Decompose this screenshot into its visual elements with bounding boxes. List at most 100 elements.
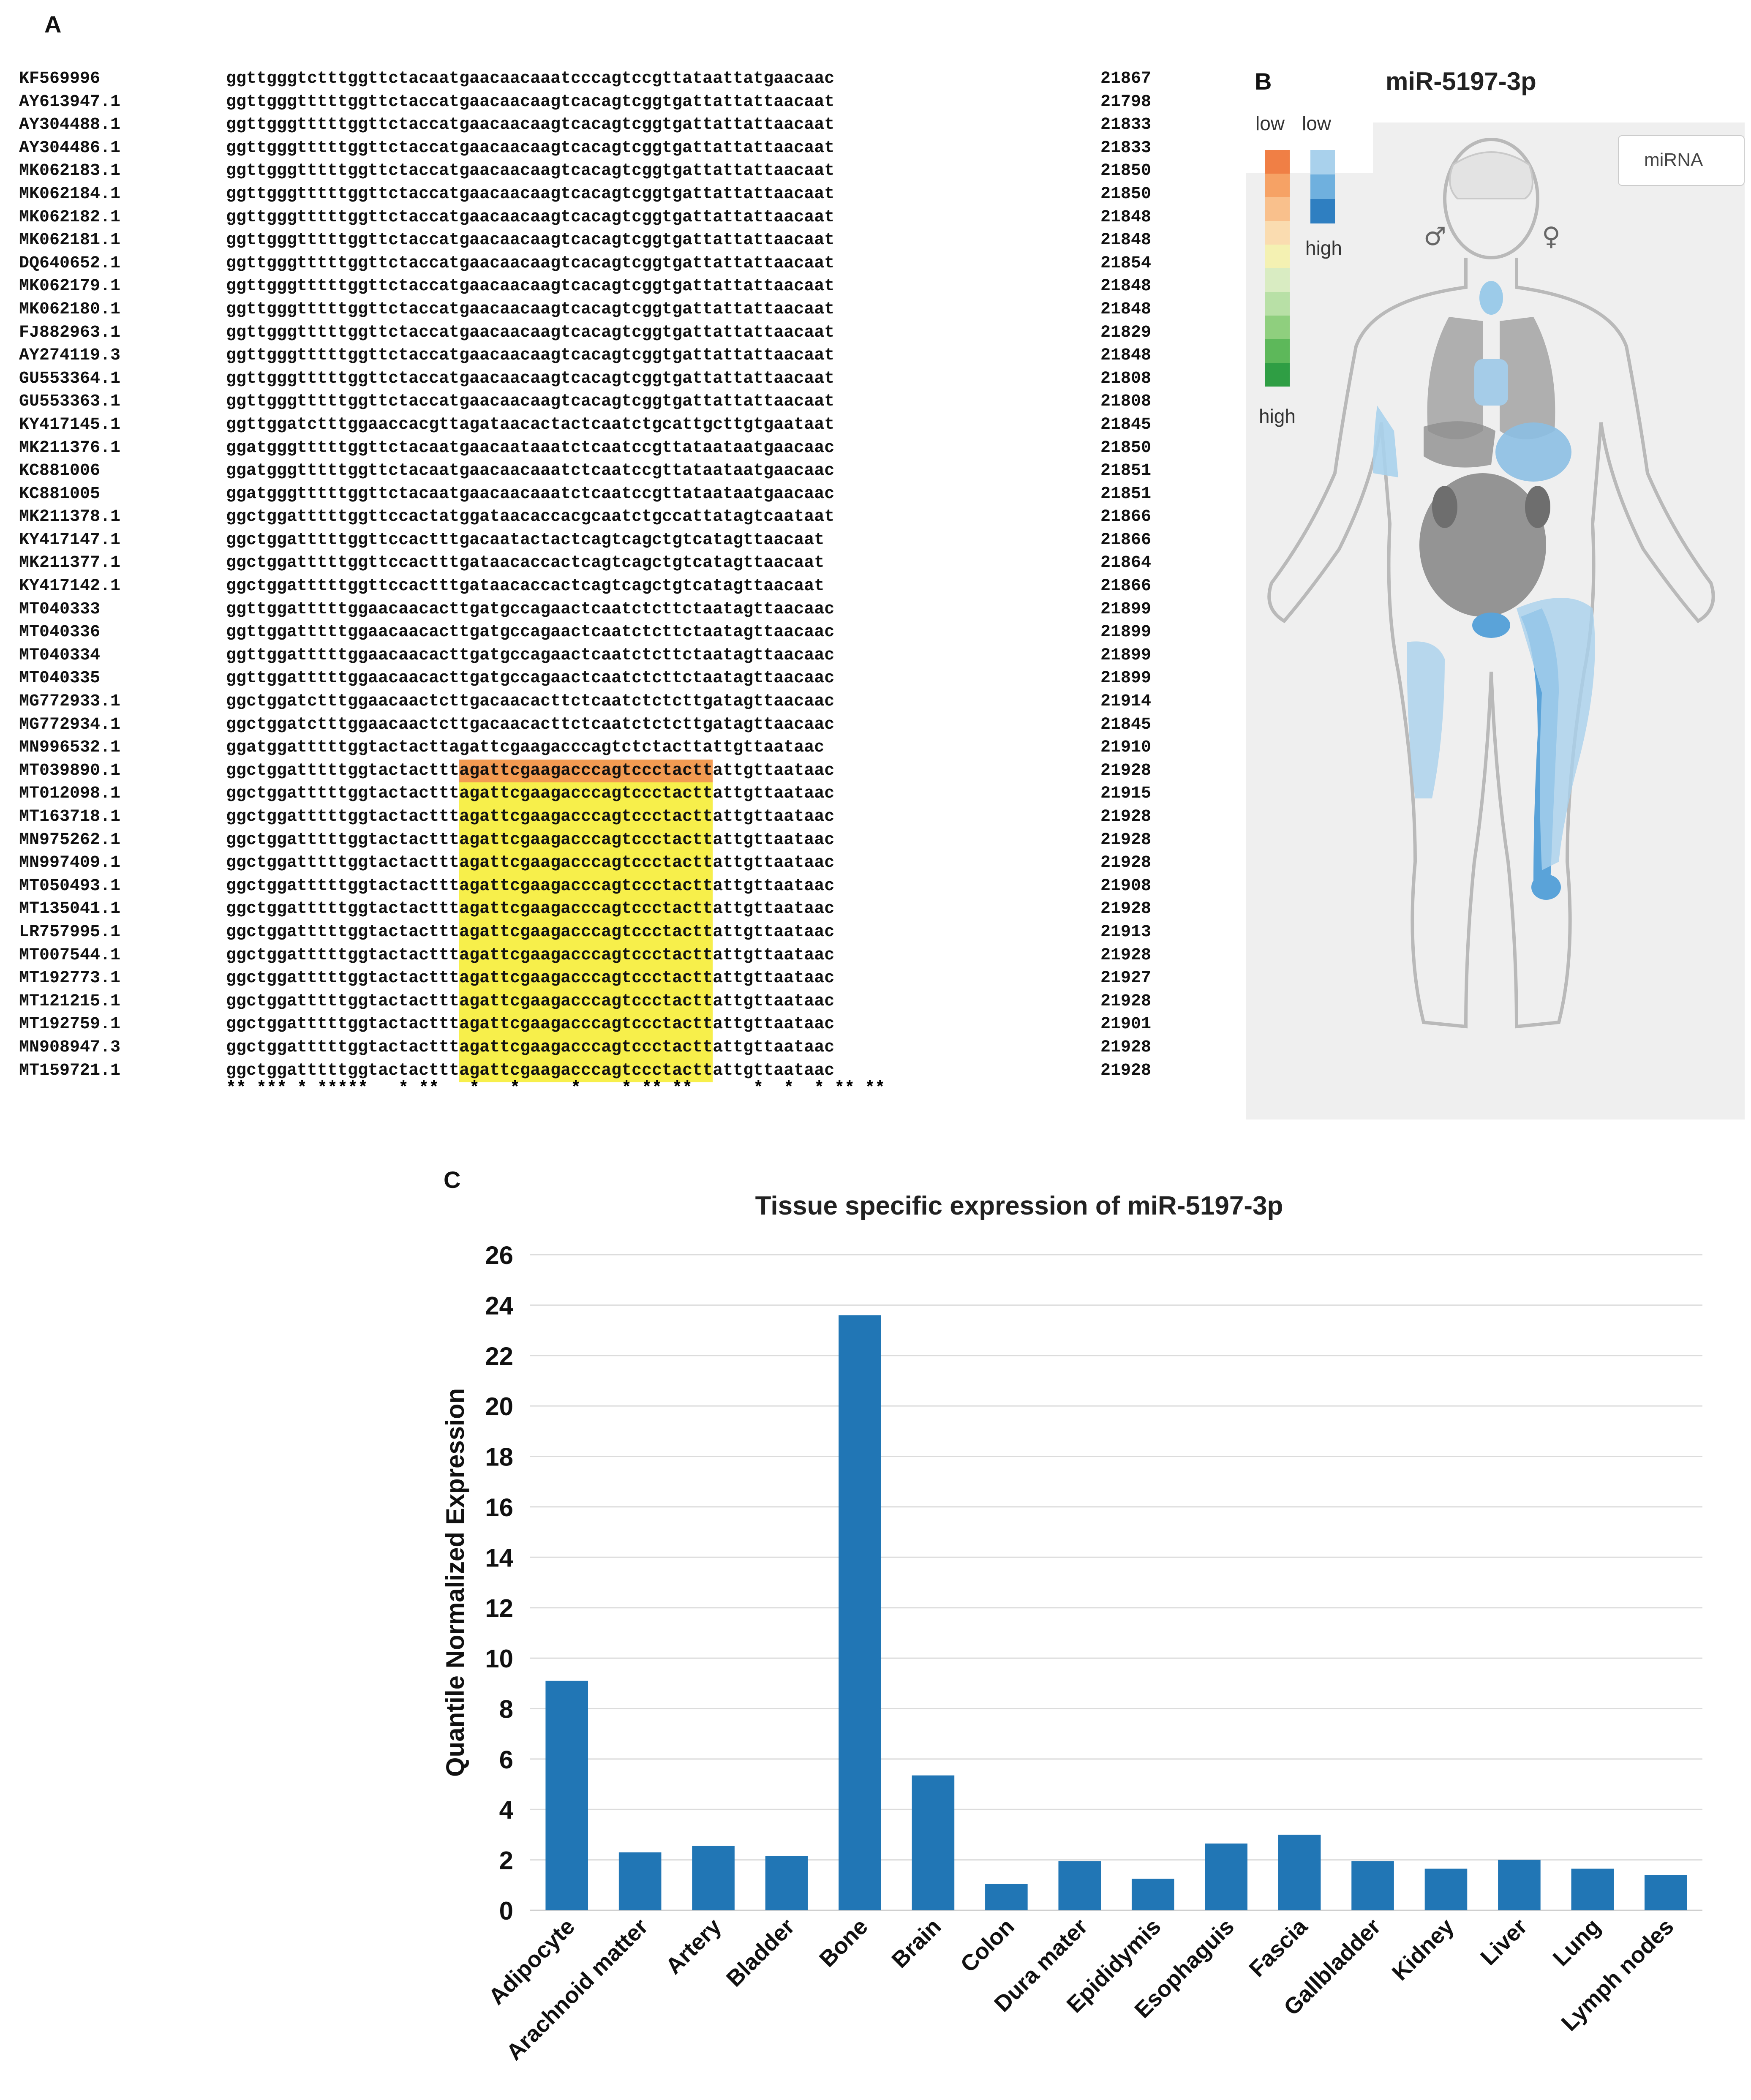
target-site-highlight: agattcgaagacccagtccctactt [459, 874, 713, 898]
position-number: 21899 [1100, 599, 1152, 619]
accession-label: MK211376.1 [19, 438, 121, 458]
position-number: 21850 [1100, 161, 1152, 181]
accession-label: AY304488.1 [19, 115, 121, 135]
accession-label: AY613947.1 [19, 92, 121, 112]
sequence-text: ggttgggtttttggttctaccatgaacaacaagtcacagt… [226, 138, 835, 158]
sequence-text: ggatgggtttttggttctacaatgaacaacaaatctcaat… [226, 484, 835, 504]
y-tick-label: 12 [485, 1594, 513, 1623]
accession-label: GU553364.1 [19, 369, 121, 388]
alignment-row: MN975262.1 ggctggatttttggtactactttagattcg… [19, 828, 1176, 852]
position-number: 21808 [1100, 392, 1152, 411]
accession-label: MK062182.1 [19, 207, 121, 227]
sequence-text: ggttgggtttttggttctaccatgaacaacaagtcacagt… [226, 253, 835, 273]
accession-label: MT040336 [19, 623, 101, 642]
sequence-text: ggttggatttttggaacaacacttgatgccagaactcaat… [226, 623, 835, 642]
bar-brain [912, 1775, 955, 1910]
y-tick-label: 4 [499, 1796, 514, 1824]
legend-low-blue: low [1302, 112, 1332, 134]
alignment-row: AY304486.1 ggttgggtttttggttctaccatgaacaac… [19, 137, 1176, 160]
position-number: 21928 [1100, 830, 1152, 850]
stomach-shape [1495, 422, 1571, 482]
accession-label: DQ640652.1 [19, 253, 121, 273]
alignment-row: KY417147.1 ggctggatttttggttccactttgacaata… [19, 529, 1176, 552]
sequence-text: ggctggatttttggtactactttagattcgaagacccagt… [226, 782, 834, 806]
bar-kidney [1424, 1868, 1468, 1910]
kidney-left-shape [1432, 486, 1457, 528]
y-tick-label: 14 [485, 1544, 513, 1572]
legend-warm-swatch [1265, 221, 1290, 245]
sequence-text: ggttggatttttggaacaacacttgatgccagaactcaat… [226, 646, 835, 665]
alignment-row: MT040336 ggttggatttttggaacaacacttgatgccag… [19, 621, 1176, 644]
position-number: 21845 [1100, 415, 1152, 434]
position-number: 21914 [1100, 692, 1152, 711]
alignment-row: MN996532.1 ggatggatttttggtactacttagattcga… [19, 736, 1176, 760]
sequence-text: ggttgggtttttggttctaccatgaacaacaagtcacagt… [226, 92, 835, 112]
accession-label: MG772933.1 [19, 692, 121, 711]
x-tick-label: Lung [1548, 1914, 1606, 1971]
accession-label: KC881005 [19, 484, 101, 504]
accession-label: MT159721.1 [19, 1061, 121, 1080]
alignment-row: MK062179.1 ggttgggtttttggttctaccatgaacaac… [19, 275, 1176, 298]
position-number: 21927 [1100, 969, 1152, 988]
accession-label: MT163718.1 [19, 807, 121, 826]
sequence-text: ggctggatttttggtactactttagattcgaagacccagt… [226, 990, 834, 1013]
alignment-row: MT007544.1 ggctggatttttggtactactttagattcg… [19, 944, 1176, 967]
accession-label: MN997409.1 [19, 853, 121, 873]
left-arm-blue [1373, 406, 1398, 477]
x-tick-label: Liver [1476, 1914, 1532, 1970]
bar-artery [692, 1846, 735, 1910]
accession-label: MT040333 [19, 599, 101, 619]
position-number: 21864 [1100, 553, 1152, 573]
bar-lung [1571, 1868, 1614, 1910]
sequence-text: ggttgggtttttggttctaccatgaacaacaagtcacagt… [226, 369, 835, 388]
alignment-row: MT135041.1 ggctggatttttggtactactttagattcg… [19, 898, 1176, 921]
panel-a-label: A [44, 11, 62, 38]
legend-warm-swatch [1265, 268, 1290, 292]
position-number: 21908 [1100, 876, 1152, 896]
alignment-row: MT040335 ggttggatttttggaacaacacttgatgccag… [19, 667, 1176, 690]
accession-label: MT012098.1 [19, 784, 121, 804]
legend-warm-swatch [1265, 245, 1290, 268]
position-number: 21910 [1100, 738, 1152, 757]
accession-label: MK062181.1 [19, 231, 121, 250]
alignment-row: MK062181.1 ggttgggtttttggttctaccatgaacaac… [19, 229, 1176, 252]
alignment-row: LR757995.1 ggctggatttttggtactactttagattcg… [19, 921, 1176, 944]
body-outline [1267, 138, 1715, 1029]
lungs-shape [1427, 317, 1555, 439]
accession-label: MN996532.1 [19, 738, 121, 757]
mirna-dropdown[interactable]: miRNA [1618, 135, 1745, 186]
position-number: 21848 [1100, 277, 1152, 296]
target-site-highlight: agattcgaagacccagtccctactt [459, 828, 713, 852]
accession-label: KF569996 [19, 69, 101, 88]
alignment-row: GU553364.1 ggttgggtttttggttctaccatgaacaac… [19, 368, 1176, 391]
sequence-text: ggctggatttttggtactactttagattcgaagacccagt… [226, 759, 834, 783]
accession-label: GU553363.1 [19, 392, 121, 411]
x-tick-label: Bone [814, 1914, 873, 1972]
sequence-text: ggctggatttttggttccactttgataacaccactcagtc… [226, 553, 825, 573]
accession-label: MT039890.1 [19, 761, 121, 780]
alignment-row: MK062182.1 ggttgggtttttggttctaccatgaacaac… [19, 206, 1176, 229]
sequence-text: ggatggatttttggtactacttagattcgaagacccagtc… [226, 738, 825, 757]
position-number: 21899 [1100, 623, 1152, 642]
y-tick-label: 26 [485, 1241, 513, 1269]
left-leg-muscle [1407, 641, 1445, 798]
alignment-row: KC881006 ggatgggtttttggttctacaatgaacaacaa… [19, 460, 1176, 483]
sequence-text: ggctggatctttggaacaactcttgacaacacttctcaat… [226, 715, 835, 734]
accession-label: MK062184.1 [19, 184, 121, 204]
bar-dura-mater [1058, 1861, 1101, 1910]
alignment-row: MG772933.1 ggctggatctttggaacaactcttgacaac… [19, 690, 1176, 714]
position-number: 21928 [1100, 1038, 1152, 1057]
position-number: 21833 [1100, 138, 1152, 158]
accession-label: MK211377.1 [19, 553, 121, 573]
sequence-text: ggttggatttttggaacaacacttgatgccagaactcaat… [226, 599, 835, 619]
bar-bladder [765, 1856, 808, 1910]
sequence-text: ggctggatttttggtactactttagattcgaagacccagt… [226, 1059, 834, 1083]
accession-label: MT192773.1 [19, 969, 121, 988]
thyroid-shape [1479, 281, 1503, 315]
target-site-highlight: agattcgaagacccagtccctactt [459, 898, 713, 921]
consensus-stars: ** *** * ***** * ** * * * * ** ** * * * … [226, 1079, 885, 1098]
legend-warm-swatch [1265, 174, 1290, 197]
alignment-row: MK211377.1 ggctggatttttggttccactttgataaca… [19, 552, 1176, 575]
bar-lymph-nodes [1644, 1875, 1687, 1910]
accession-label: AY304486.1 [19, 138, 121, 158]
